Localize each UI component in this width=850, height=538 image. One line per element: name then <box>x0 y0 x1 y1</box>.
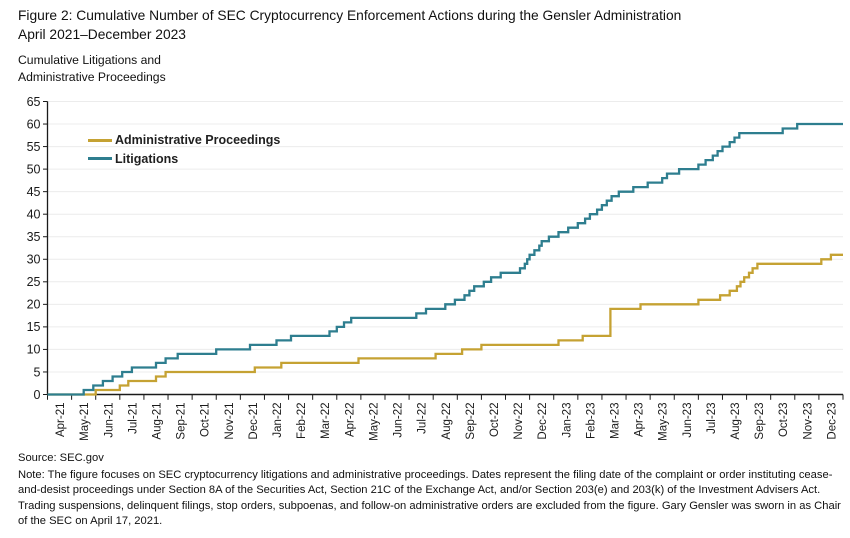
y-tick-label: 10 <box>27 343 41 357</box>
x-tick-label: Nov-21 <box>224 403 236 440</box>
figure-title: Figure 2: Cumulative Number of SEC Crypt… <box>18 6 681 44</box>
source-line: Source: SEC.gov <box>18 452 104 464</box>
x-tick-label: Jan-22 <box>272 403 284 438</box>
x-tick-label: Sep-21 <box>176 403 188 440</box>
x-tick-label: Jan-23 <box>561 403 573 438</box>
x-tick-label: Apr-21 <box>55 403 67 438</box>
x-tick-label: May-23 <box>658 403 670 441</box>
y-tick-label: 45 <box>27 185 41 199</box>
figure-title-line2: April 2021–December 2023 <box>18 27 186 42</box>
x-tick-label: Dec-22 <box>537 403 549 440</box>
x-tick-label: Sep-22 <box>465 403 477 440</box>
x-tick-label: Mar-23 <box>609 403 621 439</box>
x-tick-label: Jul-22 <box>417 403 429 434</box>
x-tick-label: Oct-21 <box>200 403 212 438</box>
y-tick-label: 55 <box>27 140 41 154</box>
legend-item-administrative-proceedings: Administrative Proceedings <box>88 131 280 150</box>
y-axis-title: Cumulative Litigations and Administrativ… <box>18 52 166 85</box>
x-tick-label: Jul-23 <box>706 403 718 434</box>
x-tick-label: Dec-21 <box>248 403 260 440</box>
x-tick-label: Dec-23 <box>826 403 838 440</box>
legend-swatch-litigations <box>88 157 112 161</box>
x-tick-label: Sep-23 <box>754 403 766 440</box>
x-tick-label: Jul-21 <box>127 403 139 434</box>
y-tick-label: 40 <box>27 207 41 221</box>
series-litigations <box>47 122 843 396</box>
x-tick-label: Nov-23 <box>802 403 814 440</box>
y-tick-label: 15 <box>27 320 41 334</box>
x-tick-label: Jun-23 <box>682 403 694 438</box>
x-tick-label: Oct-22 <box>489 403 501 438</box>
x-tick-label: Aug-22 <box>441 403 453 440</box>
legend-label: Litigations <box>115 151 179 166</box>
y-tick-label: 30 <box>27 253 41 267</box>
x-tick-label: Aug-23 <box>730 403 742 440</box>
legend-swatch-administrative-proceedings <box>88 138 112 142</box>
y-axis-title-line2: Administrative Proceedings <box>18 69 166 84</box>
y-tick-label: 35 <box>27 230 41 244</box>
x-tick-label: May-22 <box>368 403 380 441</box>
legend-label: Administrative Proceedings <box>115 133 281 148</box>
y-tick-label: 5 <box>34 365 41 379</box>
x-tick-label: Aug-21 <box>151 403 163 440</box>
y-tick-label: 0 <box>34 388 41 402</box>
y-tick-label: 65 <box>27 95 41 109</box>
note-paragraph: Note: The figure focuses on SEC cryptocu… <box>18 469 841 528</box>
x-tick-label: Feb-23 <box>585 403 597 439</box>
figure-title-line1: Figure 2: Cumulative Number of SEC Crypt… <box>18 8 682 23</box>
x-tick-label: Jun-21 <box>103 403 115 438</box>
y-axis-title-line1: Cumulative Litigations and <box>18 53 161 67</box>
y-tick-label: 50 <box>27 162 41 176</box>
y-tick-label: 25 <box>27 275 41 289</box>
y-tick-label: 20 <box>27 298 41 312</box>
x-tick-label: Mar-22 <box>320 403 332 439</box>
x-tick-label: Apr-22 <box>344 403 356 438</box>
x-tick-label: Apr-23 <box>634 403 646 438</box>
x-tick-label: Nov-22 <box>513 403 525 440</box>
legend-item-litigations: Litigations <box>88 150 280 169</box>
chart-legend: Administrative Proceedings Litigations <box>88 131 280 168</box>
x-tick-label: May-21 <box>79 403 91 441</box>
series-administrative-proceedings <box>47 253 843 396</box>
x-tick-label: Oct-23 <box>778 403 790 438</box>
x-tick-label: Feb-22 <box>296 403 308 439</box>
x-tick-label: Jun-22 <box>393 403 405 438</box>
y-tick-label: 60 <box>27 117 41 131</box>
